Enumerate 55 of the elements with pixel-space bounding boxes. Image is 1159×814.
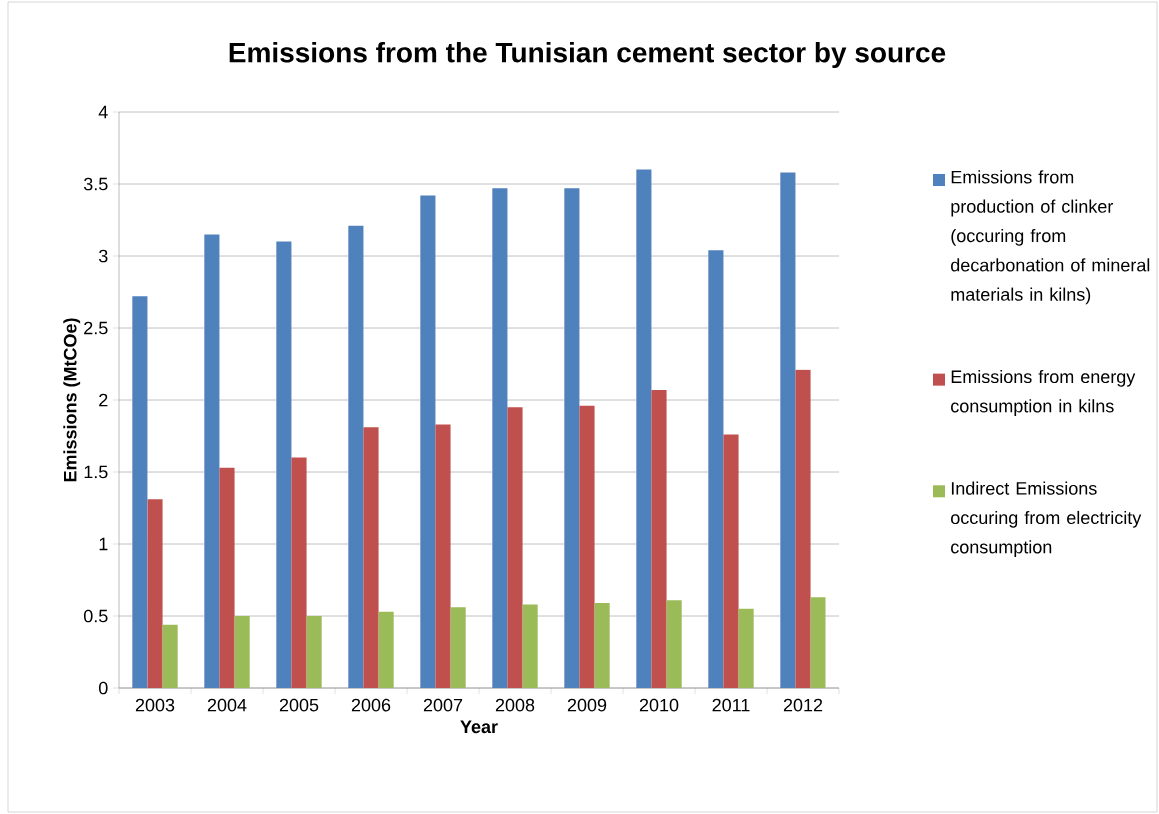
y-tick-label: 3 [98,249,108,263]
bar [132,296,148,689]
x-tick-label: 2006 [351,698,391,712]
bar [378,611,394,689]
x-tick-label: 2009 [567,698,607,712]
bar [162,624,178,689]
bar [738,608,754,689]
bar [708,250,724,689]
bar [348,225,364,689]
x-tick-label: 2003 [135,698,175,712]
y-tick-label: 1.5 [84,465,108,479]
y-axis-title: Emissions (MtCOe) [63,318,81,482]
legend-label: Emissions from production of clinker (occuring from decarbonation of mineral materials in kilns) [951,170,1150,305]
bar [420,195,436,689]
x-tick-label: 2004 [207,698,247,712]
bar [204,234,220,689]
bar [291,457,307,689]
bar [723,434,739,689]
bar [450,607,466,689]
bar [651,389,667,689]
x-axis-title: Year [460,720,498,734]
x-tick-label: 2005 [279,698,319,712]
x-tick-label: 2010 [639,698,679,712]
x-tick-label: 2007 [423,698,463,712]
bar [579,405,595,689]
bar [306,616,322,689]
bar [363,427,379,689]
y-tick-label: 2 [99,393,108,407]
y-tick-label: 0 [98,681,108,695]
bar [795,369,811,689]
bar [219,467,235,689]
x-tick-label: 2008 [495,698,535,712]
bar [780,172,796,689]
bar [507,407,523,689]
bar [594,603,610,689]
bar [147,499,163,689]
bar [636,169,652,689]
bar [810,597,826,689]
y-tick-label: 0.5 [83,609,108,623]
bar [666,600,682,689]
legend-label: Emissions from energy consumption in kilns [951,369,1136,417]
bar [234,616,250,689]
x-tick-label: 2012 [783,698,823,712]
y-tick-label: 2.5 [84,321,108,335]
y-tick-label: 4 [98,105,108,119]
bar [492,188,508,689]
x-tick-label: 2011 [712,698,750,712]
legend-label: Indirect Emissions occuring from electricity consumption [951,481,1142,558]
chart-title: Emissions from the Tunisian cement sector by source [229,41,946,69]
bar [564,188,580,689]
y-tick-label: 1 [99,537,108,551]
bar [522,604,538,689]
bar [435,424,451,689]
bar [276,241,292,689]
y-tick-label: 3.5 [83,177,108,191]
